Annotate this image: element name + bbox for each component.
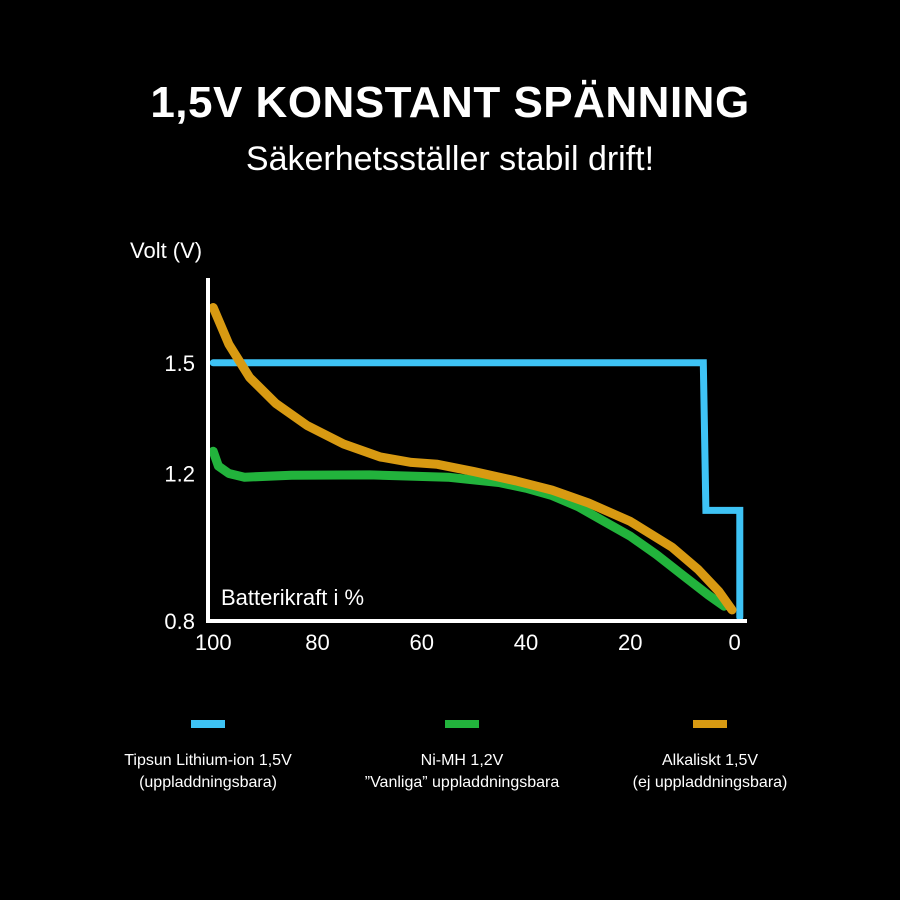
x-tick-label: 60 — [410, 630, 434, 655]
legend-label-lithium-line2: (uppladdningsbara) — [139, 774, 277, 791]
series-layer — [208, 303, 744, 621]
legend-swatch-alkaline — [693, 720, 727, 728]
x-tick-label: 0 — [728, 630, 740, 655]
y-axis-label: Volt (V) — [130, 238, 202, 263]
legend-item-lithium: Tipsun Lithium-ion 1,5V (uppladdningsbar… — [88, 720, 328, 794]
legend-swatch-lithium — [191, 720, 225, 728]
legend-item-nimh: Ni-MH 1,2V ”Vanliga” uppladdningsbara — [342, 720, 582, 794]
legend-label-nimh-line1: Ni-MH 1,2V — [420, 752, 504, 769]
x-tick-label: 40 — [514, 630, 538, 655]
y-tick-label: 1.2 — [164, 461, 195, 486]
legend-label-nimh-line2: ”Vanliga” uppladdningsbara — [364, 774, 560, 791]
x-axis-label: Batterikraft i % — [221, 585, 364, 610]
y-tick-label: 0.8 — [164, 609, 195, 634]
legend-label-alkaline-line1: Alkaliskt 1,5V — [661, 752, 759, 769]
legend-label-lithium-line1: Tipsun Lithium-ion 1,5V — [124, 752, 292, 769]
x-tick-label: 80 — [305, 630, 329, 655]
legend-label-alkaline-line2: (ej uppladdningsbara) — [632, 774, 788, 791]
x-tick-label: 100 — [195, 630, 232, 655]
series-line-nimh — [208, 446, 729, 611]
legend-swatch-nimh — [445, 720, 479, 728]
page-title: 1,5V KONSTANT SPÄNNING — [150, 78, 750, 127]
x-tick-label: 20 — [618, 630, 642, 655]
series-line-lithium — [209, 359, 744, 621]
page-subtitle: Säkerhetsställer stabil drift! — [245, 140, 655, 178]
legend-item-alkaline: Alkaliskt 1,5V (ej uppladdningsbara) — [590, 720, 830, 794]
series-line-alkaline — [208, 303, 737, 615]
y-tick-label: 1.5 — [164, 351, 195, 376]
tick-layer: 100 80 60 40 20 0 1.5 1.2 0.8 — [164, 351, 740, 655]
